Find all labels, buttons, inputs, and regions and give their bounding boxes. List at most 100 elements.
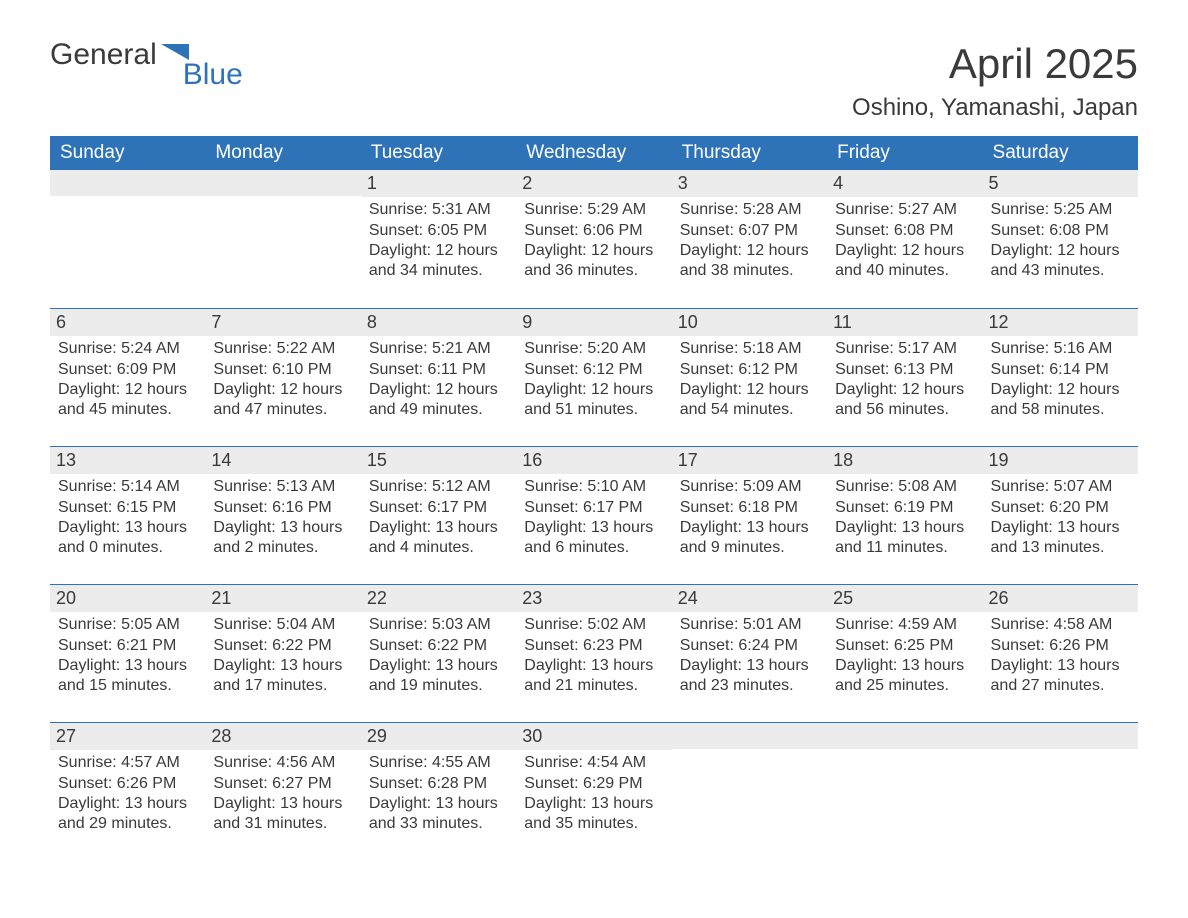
sunset-text: Sunset: 6:17 PM [524, 498, 663, 518]
day-cell: 5Sunrise: 5:25 AMSunset: 6:08 PMDaylight… [983, 170, 1138, 308]
day-number [827, 723, 982, 749]
daylight-text: Daylight: 12 hours and 51 minutes. [524, 380, 663, 421]
sunset-text: Sunset: 6:13 PM [835, 360, 974, 380]
sunset-text: Sunset: 6:10 PM [213, 360, 352, 380]
day-cell [983, 723, 1138, 860]
day-cell [50, 170, 205, 308]
daylight-text: Daylight: 12 hours and 58 minutes. [991, 380, 1130, 421]
daylight-text: Daylight: 12 hours and 54 minutes. [680, 380, 819, 421]
day-cell: 9Sunrise: 5:20 AMSunset: 6:12 PMDaylight… [516, 309, 671, 446]
day-header: Tuesday [361, 136, 516, 170]
sunrise-text: Sunrise: 5:07 AM [991, 477, 1130, 497]
sunrise-text: Sunrise: 5:21 AM [369, 339, 508, 359]
sunrise-text: Sunrise: 5:08 AM [835, 477, 974, 497]
day-cell: 18 Sunrise: 5:08 AMSunset: 6:19 PMDayligh… [827, 447, 982, 584]
daylight-text: Daylight: 13 hours and 17 minutes. [213, 656, 352, 697]
day-number [205, 170, 360, 196]
week-row: 27Sunrise: 4:57 AMSunset: 6:26 PMDayligh… [50, 722, 1138, 860]
sunrise-text: Sunrise: 4:59 AM [835, 615, 974, 635]
day-number: 25 [827, 585, 982, 612]
sunrise-text: Sunrise: 5:03 AM [369, 615, 508, 635]
sunset-text: Sunset: 6:17 PM [369, 498, 508, 518]
daylight-text: Daylight: 13 hours and 29 minutes. [58, 794, 197, 835]
daylight-text: Daylight: 12 hours and 43 minutes. [991, 241, 1130, 282]
daylight-text: Daylight: 13 hours and 6 minutes. [524, 518, 663, 559]
day-number: 22 [361, 585, 516, 612]
header-row: General Blue April 2025 [50, 40, 1138, 88]
day-cell: 7Sunrise: 5:22 AMSunset: 6:10 PMDaylight… [205, 309, 360, 446]
day-header: Sunday [50, 136, 205, 170]
day-number: 10 [672, 309, 827, 336]
daylight-text: Daylight: 13 hours and 13 minutes. [991, 518, 1130, 559]
brand-word2: Blue [183, 58, 243, 92]
sunset-text: Sunset: 6:12 PM [524, 360, 663, 380]
daylight-text: Daylight: 13 hours and 25 minutes. [835, 656, 974, 697]
daylight-text: Daylight: 12 hours and 45 minutes. [58, 380, 197, 421]
sunrise-text: Sunrise: 5:04 AM [213, 615, 352, 635]
day-number: 5 [983, 170, 1138, 197]
day-cell: 25 Sunrise: 4:59 AMSunset: 6:25 PMDayligh… [827, 585, 982, 722]
sunset-text: Sunset: 6:14 PM [991, 360, 1130, 380]
day-number: 30 [516, 723, 671, 750]
daylight-text: Daylight: 12 hours and 34 minutes. [369, 241, 508, 282]
calendar: SundayMondayTuesdayWednesdayThursdayFrid… [50, 136, 1138, 860]
sunrise-text: Sunrise: 4:57 AM [58, 753, 197, 773]
daylight-text: Daylight: 13 hours and 33 minutes. [369, 794, 508, 835]
sunrise-text: Sunrise: 5:28 AM [680, 200, 819, 220]
daylight-text: Daylight: 13 hours and 9 minutes. [680, 518, 819, 559]
day-number: 18 [827, 447, 982, 474]
day-cell: 24Sunrise: 5:01 AMSunset: 6:24 PMDayligh… [672, 585, 827, 722]
day-cell: 21Sunrise: 5:04 AMSunset: 6:22 PMDayligh… [205, 585, 360, 722]
day-header: Friday [827, 136, 982, 170]
sunset-text: Sunset: 6:16 PM [213, 498, 352, 518]
day-cell: 20Sunrise: 5:05 AMSunset: 6:21 PMDayligh… [50, 585, 205, 722]
sunset-text: Sunset: 6:08 PM [991, 221, 1130, 241]
sunset-text: Sunset: 6:11 PM [369, 360, 508, 380]
day-number: 2 [516, 170, 671, 197]
sunset-text: Sunset: 6:23 PM [524, 636, 663, 656]
sunset-text: Sunset: 6:24 PM [680, 636, 819, 656]
sunset-text: Sunset: 6:22 PM [369, 636, 508, 656]
day-cell: 27Sunrise: 4:57 AMSunset: 6:26 PMDayligh… [50, 723, 205, 860]
brand-word1: General [50, 40, 157, 70]
day-cell: 6Sunrise: 5:24 AMSunset: 6:09 PMDaylight… [50, 309, 205, 446]
day-number: 14 [205, 447, 360, 474]
day-cell: 14 Sunrise: 5:13 AMSunset: 6:16 PMDayligh… [205, 447, 360, 584]
day-header: Monday [205, 136, 360, 170]
day-cell: 28Sunrise: 4:56 AMSunset: 6:27 PMDayligh… [205, 723, 360, 860]
daylight-text: Daylight: 13 hours and 15 minutes. [58, 656, 197, 697]
sunrise-text: Sunrise: 5:13 AM [213, 477, 352, 497]
sunset-text: Sunset: 6:26 PM [991, 636, 1130, 656]
day-number: 13 [50, 447, 205, 474]
sunset-text: Sunset: 6:22 PM [213, 636, 352, 656]
daylight-text: Daylight: 12 hours and 40 minutes. [835, 241, 974, 282]
sunrise-text: Sunrise: 5:31 AM [369, 200, 508, 220]
sunrise-text: Sunrise: 5:05 AM [58, 615, 197, 635]
sunset-text: Sunset: 6:29 PM [524, 774, 663, 794]
sunrise-text: Sunrise: 5:22 AM [213, 339, 352, 359]
sunset-text: Sunset: 6:19 PM [835, 498, 974, 518]
day-number: 24 [672, 585, 827, 612]
sunrise-text: Sunrise: 5:01 AM [680, 615, 819, 635]
sunset-text: Sunset: 6:08 PM [835, 221, 974, 241]
week-row: 6Sunrise: 5:24 AMSunset: 6:09 PMDaylight… [50, 308, 1138, 446]
day-number: 28 [205, 723, 360, 750]
sunrise-text: Sunrise: 4:54 AM [524, 753, 663, 773]
day-header: Wednesday [516, 136, 671, 170]
day-cell: 16Sunrise: 5:10 AMSunset: 6:17 PMDayligh… [516, 447, 671, 584]
daylight-text: Daylight: 13 hours and 11 minutes. [835, 518, 974, 559]
day-number [672, 723, 827, 749]
day-number: 1 [361, 170, 516, 197]
sunset-text: Sunset: 6:09 PM [58, 360, 197, 380]
daylight-text: Daylight: 13 hours and 31 minutes. [213, 794, 352, 835]
daylight-text: Daylight: 13 hours and 2 minutes. [213, 518, 352, 559]
day-number: 4 [827, 170, 982, 197]
day-cell: 10Sunrise: 5:18 AMSunset: 6:12 PMDayligh… [672, 309, 827, 446]
day-cell: 13Sunrise: 5:14 AMSunset: 6:15 PMDayligh… [50, 447, 205, 584]
sunrise-text: Sunrise: 5:10 AM [524, 477, 663, 497]
day-header-row: SundayMondayTuesdayWednesdayThursdayFrid… [50, 136, 1138, 170]
day-cell [205, 170, 360, 308]
day-cell: 19Sunrise: 5:07 AMSunset: 6:20 PMDayligh… [983, 447, 1138, 584]
sunset-text: Sunset: 6:25 PM [835, 636, 974, 656]
daylight-text: Daylight: 13 hours and 0 minutes. [58, 518, 197, 559]
